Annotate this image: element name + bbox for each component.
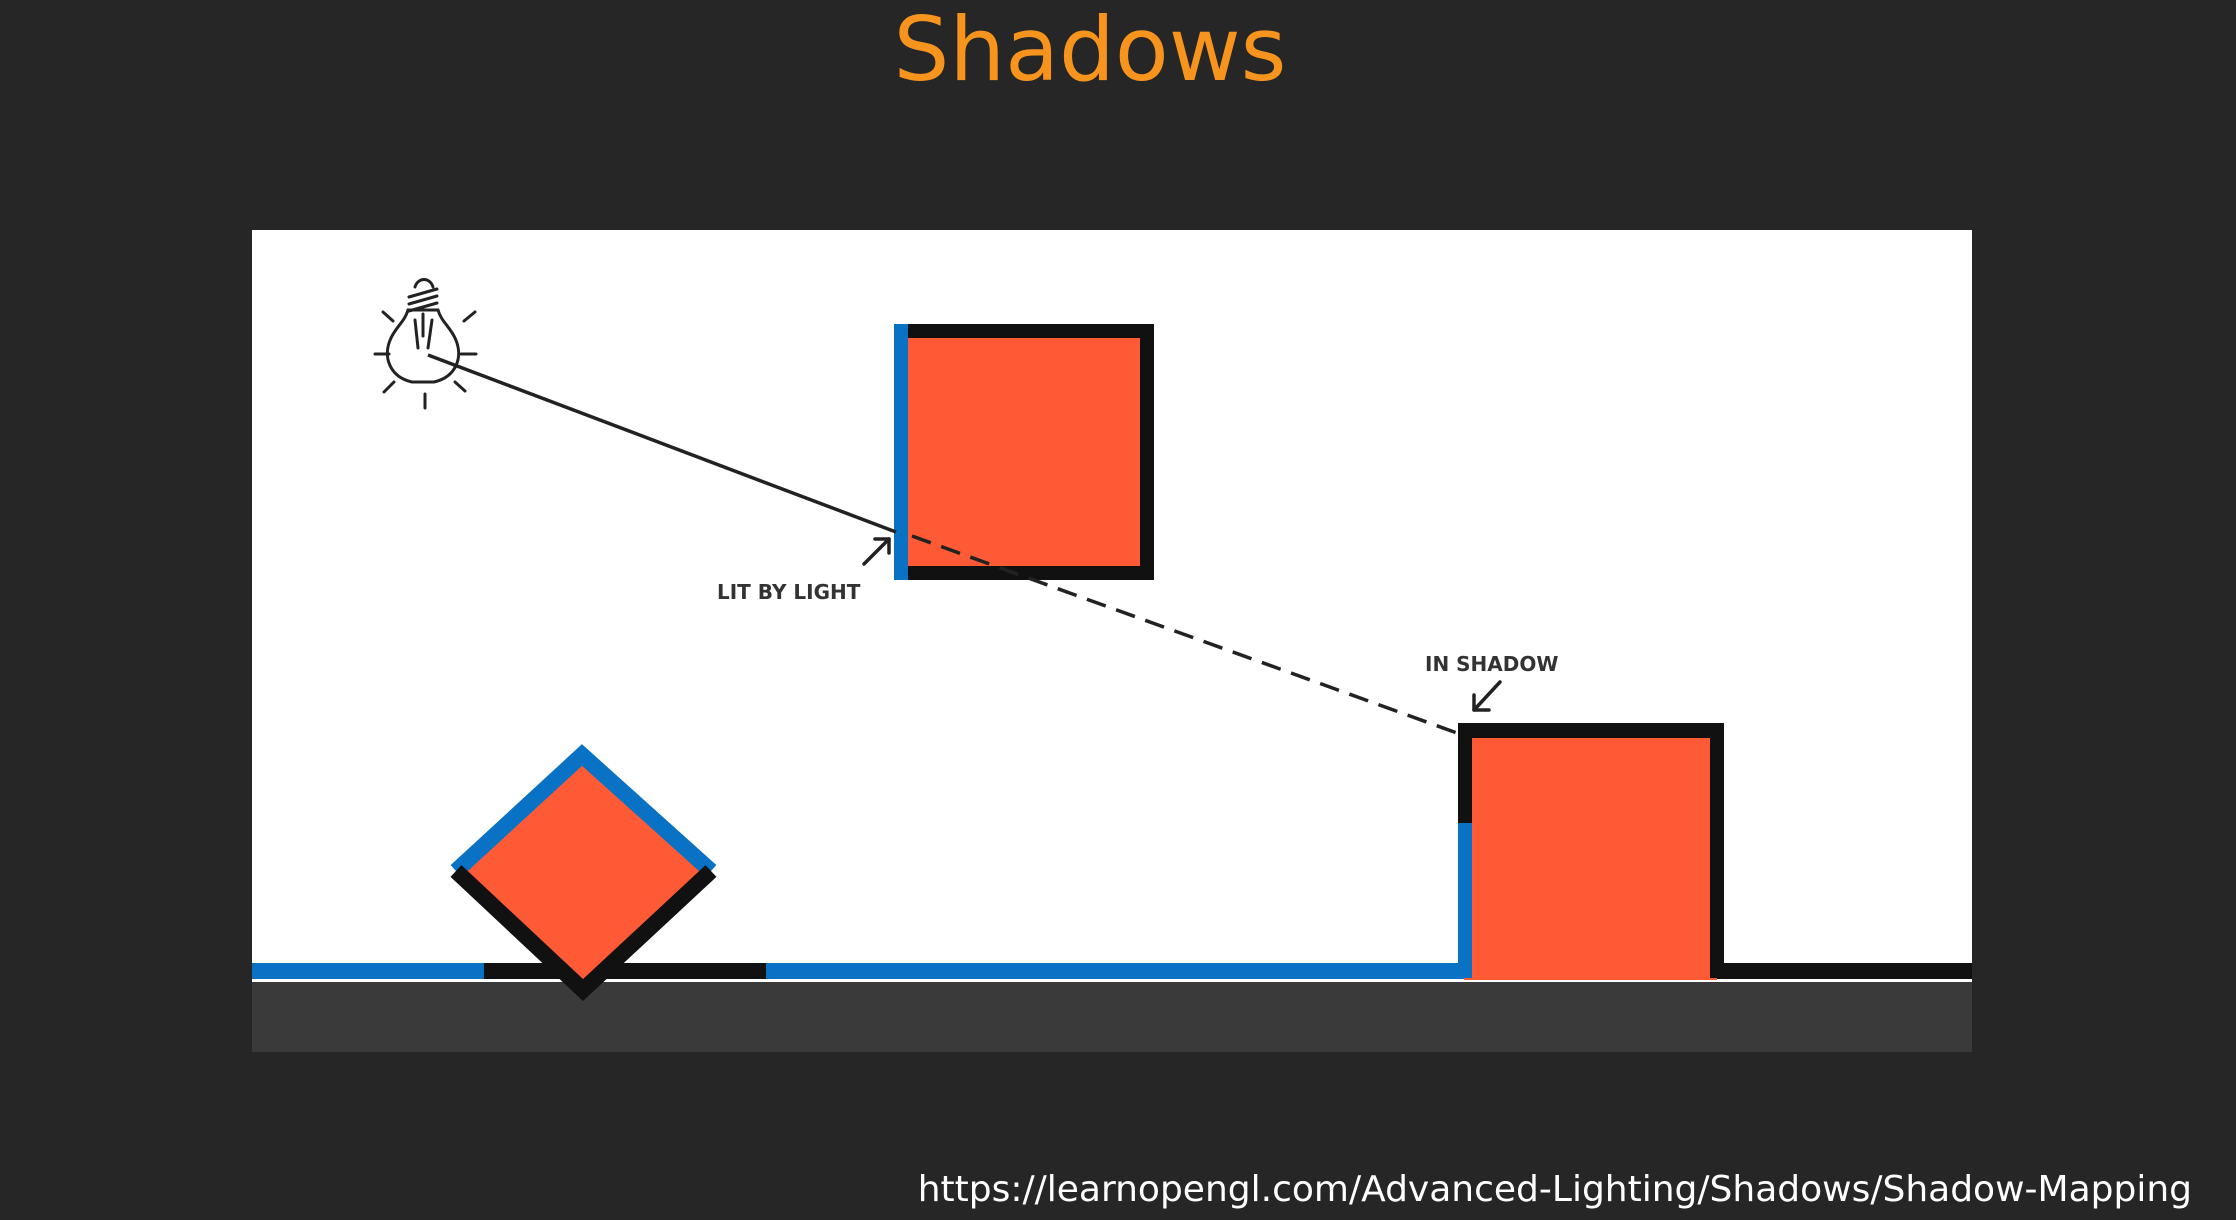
shadowed-box-top-edge: [1458, 723, 1724, 738]
ground: [252, 982, 1972, 1052]
shadow-diagram-svg: LIT BY LIGHT IN SHADOW: [252, 230, 1972, 1052]
slide-title: Shadows: [893, 0, 1287, 101]
floating-box-bottom-edge: [902, 566, 1154, 580]
shadowed-box: [1458, 723, 1724, 980]
floating-box-lit-edge: [894, 324, 908, 580]
rotated-box-shadow-edges: [450, 865, 717, 1001]
blocked-light-ray: [911, 534, 1458, 735]
light-ray: [427, 353, 897, 534]
shadow-label: IN SHADOW: [1425, 652, 1558, 676]
shadowed-box-fill: [1464, 732, 1717, 980]
shadowed-box-right-edge: [1710, 723, 1724, 978]
lit-label: LIT BY LIGHT: [717, 580, 861, 604]
light-bulb-icon: [373, 278, 478, 410]
shadow-arrow: [1472, 680, 1502, 712]
floating-box-fill: [902, 331, 1146, 574]
floating-box-top-edge: [902, 324, 1154, 338]
shadow-diagram: LIT BY LIGHT IN SHADOW: [252, 230, 1972, 1052]
floating-box-right-edge: [1140, 324, 1154, 580]
lit-arrow: [862, 537, 891, 566]
floating-box: [894, 324, 1154, 580]
rotated-box: [450, 744, 717, 1001]
rotated-box-lit-edges: [450, 744, 717, 877]
shadowed-box-left-edge-dark: [1458, 723, 1472, 823]
shadowed-box-left-edge-lit: [1458, 823, 1472, 978]
source-url: https://learnopengl.com/Advanced-Lightin…: [917, 1169, 2192, 1210]
